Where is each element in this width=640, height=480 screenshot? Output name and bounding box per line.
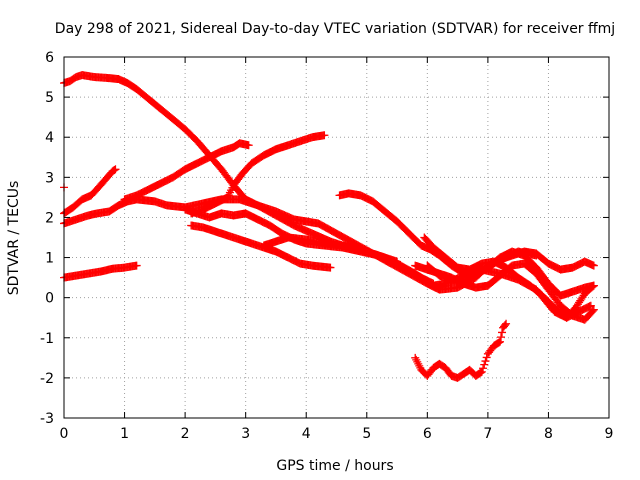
data-point <box>589 281 598 290</box>
data-point <box>111 165 120 174</box>
data-point <box>244 141 253 150</box>
grid <box>64 57 609 418</box>
x-tick-label: 7 <box>483 426 492 442</box>
y-tick-label: 6 <box>45 50 54 66</box>
x-tick-label: 3 <box>241 426 250 442</box>
y-tick-label: 1 <box>45 251 54 267</box>
data-point <box>320 131 329 140</box>
y-tick-label: -3 <box>40 411 54 427</box>
plot-frame <box>63 56 610 419</box>
data-point <box>412 355 421 364</box>
data-layer <box>60 71 598 382</box>
series-arc-12 <box>411 319 511 382</box>
y-tick-label: 3 <box>45 170 54 186</box>
y-tick-label: -2 <box>40 371 54 387</box>
x-tick-label: 8 <box>544 426 553 442</box>
y-axis-label: SDTVAR / TECUs <box>6 181 22 296</box>
y-tick-label: 2 <box>45 210 54 226</box>
data-point <box>479 364 488 373</box>
data-point <box>415 361 424 370</box>
x-tick-label: 6 <box>423 426 432 442</box>
data-point <box>326 263 335 272</box>
data-point <box>476 368 485 377</box>
x-tick-label: 0 <box>60 426 69 442</box>
data-point <box>413 357 422 366</box>
x-tick-label: 4 <box>302 426 311 442</box>
data-point <box>132 261 141 270</box>
data-point <box>480 360 489 369</box>
data-point <box>589 305 598 314</box>
data-point <box>411 353 420 362</box>
series-arc-11 <box>335 189 598 278</box>
x-axis-label: GPS time / hours <box>276 458 393 474</box>
data-point <box>414 359 423 368</box>
data-point <box>393 257 402 266</box>
data-point <box>588 306 597 315</box>
data-point <box>502 319 511 328</box>
series-arc-6 <box>120 139 253 204</box>
chart-title: Day 298 of 2021, Sidereal Day-to-day VTE… <box>55 21 615 37</box>
data-point <box>589 261 598 270</box>
series-arc-7 <box>187 131 329 218</box>
x-tick-label: 2 <box>181 426 190 442</box>
y-tick-label: 4 <box>45 130 54 146</box>
series-arc-10 <box>259 233 402 266</box>
data-point <box>586 301 595 310</box>
series-arc-5 <box>60 261 141 282</box>
data-point <box>498 328 507 337</box>
data-point <box>497 333 506 342</box>
x-tick-label: 5 <box>362 426 371 442</box>
data-point <box>482 353 491 362</box>
series-arc-1 <box>60 71 541 294</box>
y-tick-label: -1 <box>40 331 54 347</box>
x-tick-label: 1 <box>120 426 129 442</box>
data-point <box>501 321 510 330</box>
y-tick-label: 0 <box>45 291 54 307</box>
data-point <box>494 338 503 347</box>
series-arc-14 <box>420 233 598 322</box>
data-point <box>496 337 504 346</box>
axes: 0 1 2 3 4 5 6 7 8 9 -3 -2 -1 0 1 2 3 4 5 6 <box>40 50 613 442</box>
y-tick-label: 5 <box>45 90 54 106</box>
series-arc-15 <box>423 247 598 300</box>
data-point <box>110 165 119 174</box>
x-tick-label: 9 <box>605 426 614 442</box>
data-point <box>481 357 490 366</box>
data-point <box>477 367 486 376</box>
